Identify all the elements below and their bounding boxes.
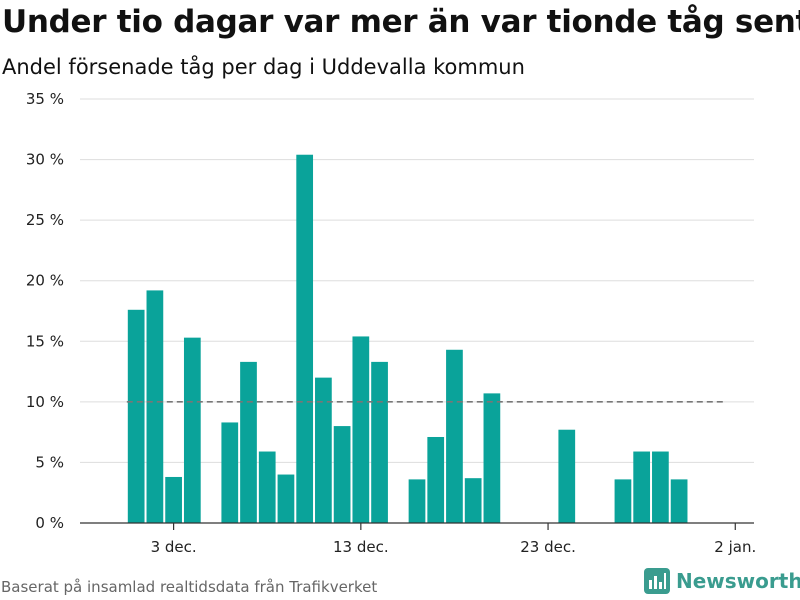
bar [652, 451, 669, 523]
y-tick-label: 35 % [26, 90, 64, 108]
chart-subtitle: Andel försenade tåg per dag i Uddevalla … [2, 55, 525, 79]
y-tick-label: 5 % [35, 453, 64, 471]
bar [277, 474, 295, 523]
bar [408, 479, 426, 523]
y-tick-label: 20 % [26, 272, 64, 290]
bar [670, 479, 688, 523]
bar [614, 479, 632, 523]
x-tick-label: 23 dec. [520, 538, 576, 556]
bar [165, 476, 182, 523]
bar [464, 478, 482, 523]
bar [127, 309, 145, 523]
x-tick-label: 13 dec. [333, 538, 389, 556]
y-tick-label: 15 % [26, 332, 64, 350]
bar [296, 154, 314, 523]
y-axis: 0 % 5 % 10 % 15 % 20 % 25 % 30 % 35 % [26, 90, 64, 532]
brand-name: Newsworthy [676, 569, 800, 593]
x-tick-label: 3 dec. [151, 538, 197, 556]
y-tick-label: 0 % [35, 514, 64, 532]
bar [558, 429, 576, 523]
brand-logo: Newsworthy [644, 568, 800, 594]
bar [352, 336, 370, 523]
bar [483, 393, 501, 523]
y-tick-label: 25 % [26, 211, 64, 229]
bar [371, 361, 388, 523]
x-tick-label: 2 jan. [714, 538, 756, 556]
bar [333, 426, 351, 523]
source-note: Baserat på insamlad realtidsdata från Tr… [1, 578, 378, 596]
bar [240, 361, 257, 523]
bar [258, 451, 276, 523]
y-tick-label: 30 % [26, 151, 64, 169]
bar [221, 422, 239, 523]
y-tick-label: 10 % [26, 393, 64, 411]
grid-lines [80, 98, 754, 463]
newsworthy-logo-icon [644, 568, 670, 594]
bar [446, 349, 463, 523]
x-axis: 3 dec. 13 dec. 23 dec. 2 jan. [80, 522, 756, 556]
bar [315, 377, 332, 523]
chart-title: Under tio dagar var mer än var tionde tå… [2, 4, 800, 40]
bar [633, 451, 651, 523]
bar [146, 290, 164, 523]
bar [183, 337, 201, 523]
bar [427, 436, 445, 523]
bars [127, 154, 688, 523]
